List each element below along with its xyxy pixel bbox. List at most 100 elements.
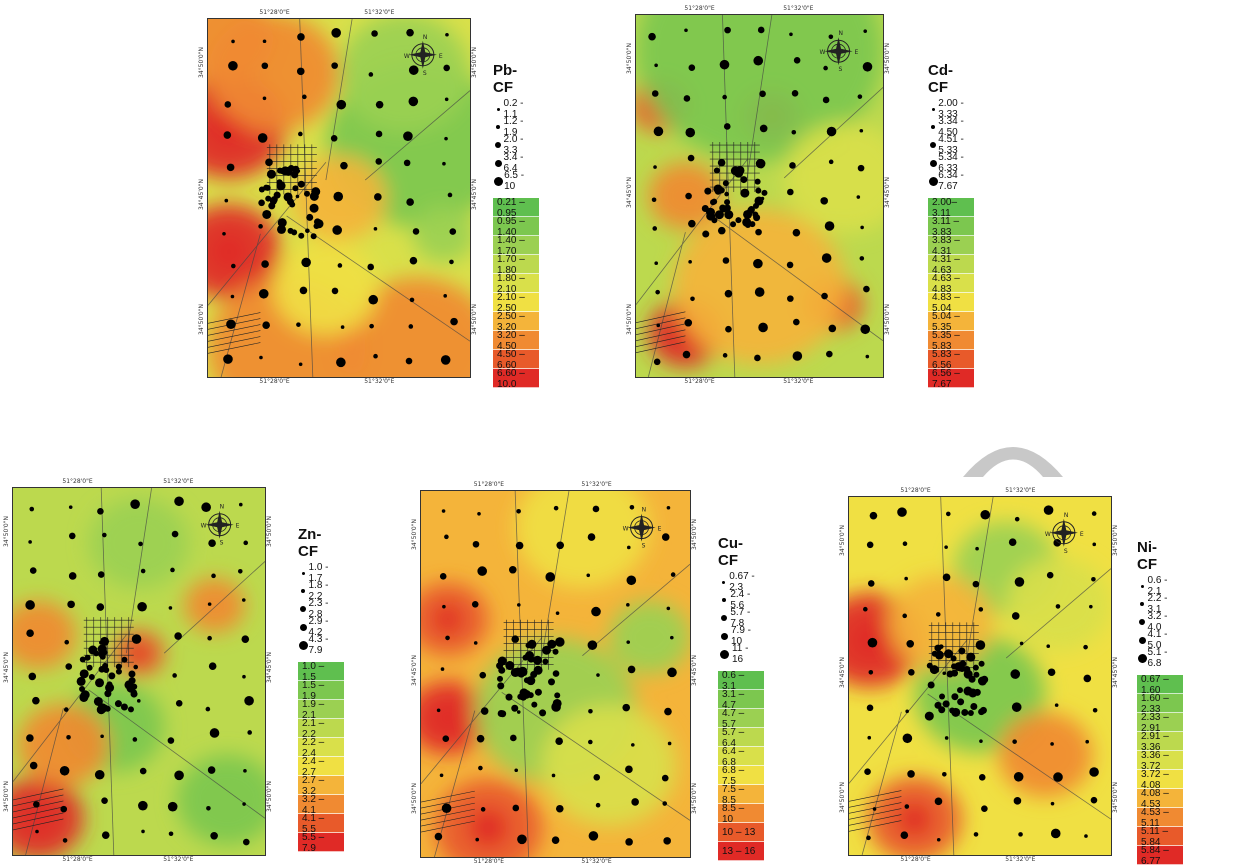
sample-point xyxy=(336,99,347,110)
sample-point xyxy=(786,261,794,269)
city-street xyxy=(636,323,686,335)
city-street xyxy=(208,336,261,348)
point-class-label: 0.6 - 2.1 xyxy=(1147,575,1168,597)
sample-point xyxy=(510,734,517,742)
sample-point xyxy=(666,606,671,611)
sample-point xyxy=(744,222,751,229)
sample-point xyxy=(175,699,183,707)
sample-point xyxy=(759,124,768,133)
sample-point xyxy=(532,655,542,665)
city-street xyxy=(13,818,64,831)
sample-point xyxy=(924,711,934,721)
sample-point xyxy=(864,768,871,776)
sample-point xyxy=(629,504,635,510)
point-class-row: 3.2 - 4.0 xyxy=(1137,611,1169,633)
sample-point xyxy=(207,602,212,606)
point-class-label: 1.8 - 2.2 xyxy=(308,580,329,602)
sample-point xyxy=(95,678,105,688)
sample-point xyxy=(1014,516,1020,522)
sample-point xyxy=(32,696,40,705)
point-class-row: 3.4 - 6.4 xyxy=(493,152,525,174)
sample-point xyxy=(331,28,341,38)
sample-point xyxy=(688,64,696,71)
coord-right-upper: 34°50'0"N xyxy=(884,42,891,74)
sample-point xyxy=(409,297,415,303)
compass-rose-icon: N S E W xyxy=(820,30,859,73)
sample-point xyxy=(867,735,872,740)
sample-points xyxy=(434,504,677,846)
legend-pb: Pb-CF 0.2 - 1.1 1.2 - 1.9 2.0 - 3.3 3.4 - 6.… xyxy=(493,62,539,390)
sample-point xyxy=(869,511,878,520)
compass-w-label: W xyxy=(1045,531,1051,538)
sample-point xyxy=(687,154,695,162)
sample-point xyxy=(242,674,246,679)
color-swatch xyxy=(493,369,539,388)
road-line xyxy=(208,161,327,306)
color-class-label: 2.33 – 2.91 xyxy=(1141,711,1169,734)
legend-cd: Cd-CF 2.00 - 3.33 3.34 - 4.50 4.51 - 5.33 5.… xyxy=(928,62,974,390)
compass-n-label: N xyxy=(423,34,428,41)
city-street xyxy=(421,820,475,833)
color-class-label: 4.08 – 4.53 xyxy=(1141,787,1169,810)
sample-point xyxy=(270,196,278,204)
color-class-label: 4.7 – 5.7 xyxy=(722,707,745,730)
sample-point xyxy=(440,667,445,671)
legend-ni: Ni- CF 0.6 - 2.1 2.2 - 3.1 3.2 - 4.0 4.1 - 5… xyxy=(1137,539,1183,867)
sample-point xyxy=(670,635,674,640)
coord-top-left: 51°28'0"E xyxy=(259,9,290,16)
sample-point xyxy=(651,197,657,203)
sample-point xyxy=(171,530,179,538)
sample-point xyxy=(936,837,941,842)
sample-point xyxy=(60,805,68,813)
sample-point xyxy=(902,733,913,744)
coord-right-lower: 34°50'0"N xyxy=(471,304,478,336)
sample-point xyxy=(208,539,216,548)
color-class-label: 4.83 – 5.04 xyxy=(932,291,960,314)
city-street xyxy=(849,790,902,802)
color-class-row: 7.5 – 8.5 xyxy=(718,784,764,806)
sample-point xyxy=(449,259,454,265)
color-class-label: 5.84 – 6.77 xyxy=(1141,844,1169,867)
sample-point xyxy=(587,640,598,650)
color-class-row: 0.95 – 1.40 xyxy=(493,216,539,238)
sample-point xyxy=(702,230,710,238)
color-class-row: 3.11 – 3.83 xyxy=(928,216,974,238)
sample-point xyxy=(223,131,232,139)
sample-point xyxy=(76,676,86,686)
color-swatch xyxy=(718,823,764,842)
compass-s-label: S xyxy=(642,543,646,550)
legend-title: Zn-CF xyxy=(298,526,322,560)
point-class-row: 0.2 - 1.1 xyxy=(493,98,525,120)
sample-point xyxy=(303,190,310,197)
color-swatch xyxy=(928,331,974,350)
sample-point xyxy=(65,663,73,670)
interpolated-surface-pb: N S E W xyxy=(208,19,470,377)
sample-point xyxy=(753,214,761,222)
color-class-row: 1.0 – 1.5 xyxy=(298,661,344,683)
compass-w-label: W xyxy=(820,49,826,56)
coord-left-lower: 34°50'0"N xyxy=(411,782,418,814)
city-street xyxy=(208,330,261,342)
sample-point xyxy=(722,257,730,264)
sample-point xyxy=(86,664,93,671)
color-class-label: 2.1 – 2.2 xyxy=(302,717,325,740)
color-swatch xyxy=(928,312,974,331)
sample-point xyxy=(551,836,560,844)
sample-point xyxy=(897,507,907,517)
sample-point xyxy=(704,187,712,195)
sample-point xyxy=(872,807,877,811)
sample-point xyxy=(556,541,565,550)
sample-point xyxy=(588,831,599,841)
sample-point xyxy=(821,292,828,300)
surface-zone xyxy=(673,208,846,365)
sample-point xyxy=(333,191,344,202)
color-swatch xyxy=(493,350,539,369)
sample-point xyxy=(722,180,729,187)
sample-point xyxy=(130,690,138,698)
color-class-label: 2.2 – 2.4 xyxy=(302,736,325,759)
sample-point xyxy=(517,834,527,845)
coord-right-mid: 34°45'0"N xyxy=(884,176,891,208)
coord-left-upper: 34°50'0"N xyxy=(3,516,10,548)
sample-point xyxy=(685,127,696,138)
sample-point xyxy=(102,532,107,538)
